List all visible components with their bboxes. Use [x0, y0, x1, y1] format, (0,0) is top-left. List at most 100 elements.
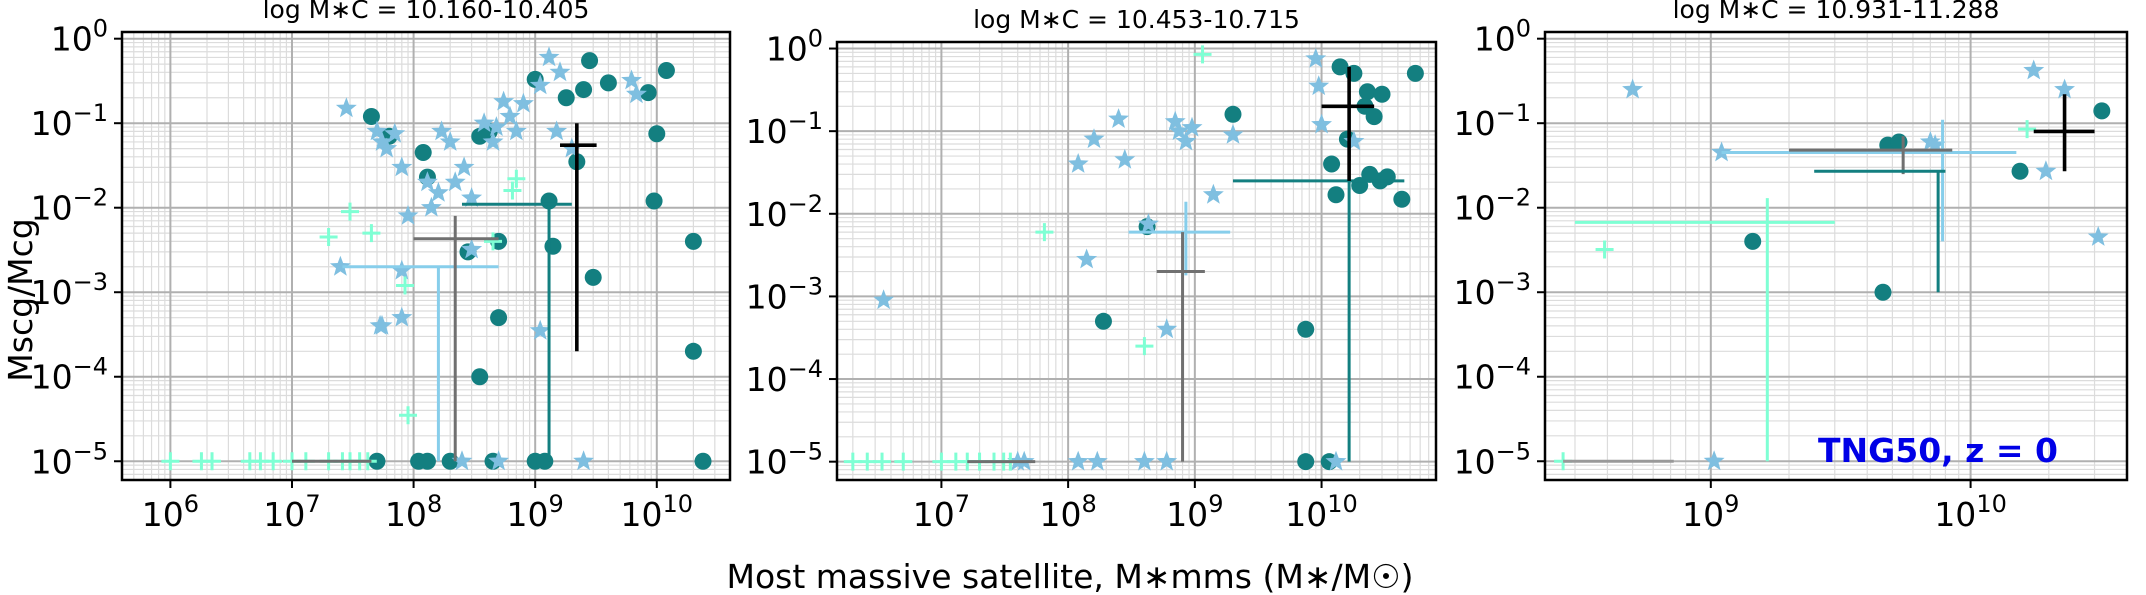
data-point-star: [397, 204, 419, 225]
data-point-star: [561, 137, 583, 158]
y-tick-label: 100: [766, 25, 823, 69]
data-point-plus: [399, 406, 418, 425]
axes-frame: [120, 30, 732, 482]
data-point-circle: [557, 89, 575, 107]
data-point-star: [439, 131, 461, 151]
median-errorbar: [1574, 198, 1835, 462]
data-point-circle: [648, 125, 666, 143]
plot-area: [843, 45, 1424, 471]
data-point-star: [482, 131, 504, 151]
data-point-circle: [2093, 102, 2111, 120]
data-point-star: [384, 122, 406, 143]
data-point-star: [621, 69, 642, 90]
panel-3: 109 1010 10−5 10−4 10−3 10−2 10−1 100 log M∗C = …: [1454, 0, 2129, 534]
panel-1: 106 107 108 109 1010 10−5 10−4 10−3 10−2 10−1 100 l…: [31, 0, 732, 534]
data-point-circle: [1874, 283, 1892, 301]
data-point-star: [1311, 113, 1332, 134]
data-point-circle: [1365, 108, 1383, 126]
data-point-circle: [1331, 58, 1349, 76]
data-point-star: [488, 450, 509, 471]
y-tick-label: 10−1: [31, 99, 108, 143]
data-point-plus: [264, 452, 283, 471]
data-point-plus: [362, 224, 381, 243]
y-tick-label: 10−2: [746, 190, 823, 234]
y-tick-label: 10−4: [31, 353, 108, 397]
data-point-star: [391, 259, 413, 280]
data-point-star: [1076, 248, 1098, 269]
data-point-plus: [503, 181, 522, 200]
data-point-star: [473, 112, 495, 133]
axes-frame: [835, 40, 1438, 482]
data-point-star: [1067, 450, 1089, 471]
data-point-star: [335, 97, 357, 118]
data-point-star: [1164, 110, 1186, 131]
data-point-plus: [873, 452, 892, 471]
data-point-star: [1703, 450, 1725, 471]
data-point-star: [1086, 450, 1108, 471]
data-point-circle: [536, 452, 554, 470]
data-point-star: [486, 116, 507, 136]
data-point-circle: [1378, 168, 1396, 186]
x-tick-label: 107: [913, 490, 970, 534]
ticks: 107 108 109 1010 10−5 10−4 10−3 10−2 10−1 100: [746, 25, 1358, 534]
data-point-star: [1325, 450, 1347, 471]
data-point-star: [505, 120, 527, 141]
data-point-star: [1134, 450, 1155, 471]
y-tick-label: 10−2: [31, 184, 108, 228]
y-tick-label: 100: [51, 15, 108, 59]
data-point-star: [493, 90, 515, 111]
data-point-star: [873, 289, 895, 310]
x-tick-label: 107: [263, 490, 320, 534]
data-point-star: [1083, 128, 1105, 149]
data-point-star: [451, 450, 473, 471]
data-point-circle: [599, 74, 617, 92]
data-point-plus: [894, 452, 913, 471]
data-point-circle: [1323, 155, 1341, 173]
model-annotation: TNG50, z = 0: [1818, 431, 2058, 470]
data-point-circle: [544, 237, 562, 255]
y-tick-label: 10−3: [1454, 268, 1531, 312]
data-point-circle: [1224, 105, 1242, 123]
data-point-circle: [471, 368, 489, 386]
data-point-circle: [1406, 64, 1424, 82]
plot-area: [161, 46, 712, 471]
data-point-circle: [657, 62, 675, 80]
ticks: 109 1010 10−5 10−4 10−3 10−2 10−1 100: [1454, 15, 2007, 534]
median-errorbar: [1156, 232, 1205, 462]
y-tick-label: 10−4: [746, 355, 823, 399]
data-point-plus: [507, 169, 526, 188]
data-point-circle: [490, 309, 508, 327]
plot-area: [1554, 59, 2111, 471]
data-point-plus: [1035, 223, 1054, 242]
data-point-star: [431, 120, 453, 141]
data-point-circle: [684, 342, 702, 360]
data-point-plus: [319, 228, 338, 247]
y-tick-label: 10−3: [746, 272, 823, 316]
median-errorbar: [560, 123, 597, 352]
data-point-star: [427, 181, 449, 202]
data-point-circle: [639, 84, 657, 102]
data-point-star: [546, 120, 568, 141]
data-point-star: [1222, 123, 1244, 144]
data-point-circle: [1327, 186, 1345, 204]
data-point-circle: [1373, 85, 1391, 103]
data-point-star: [2035, 160, 2057, 181]
data-point-circle: [1297, 453, 1315, 471]
y-tick-label: 10−3: [31, 268, 108, 312]
median-errorbar: [1128, 201, 1231, 276]
data-point-star: [1175, 130, 1197, 151]
median-errorbar: [1721, 119, 2017, 242]
data-point-star: [529, 74, 551, 95]
data-point-star: [1067, 153, 1089, 173]
data-point-circle: [575, 81, 593, 99]
data-point-star: [461, 187, 483, 207]
y-tick-label: 10−2: [1454, 184, 1531, 228]
panel-title: log M∗C = 10.453-10.715: [973, 5, 1300, 34]
data-point-star: [512, 92, 534, 113]
data-point-star: [1168, 120, 1190, 141]
y-tick-label: 10−5: [746, 438, 823, 482]
panel-2: 107 108 109 1010 10−5 10−4 10−3 10−2 10−1 100 log …: [746, 5, 1438, 534]
y-tick-label: 10−5: [1454, 437, 1531, 481]
x-tick-label: 106: [142, 490, 199, 534]
median-errorbar: [413, 215, 499, 462]
